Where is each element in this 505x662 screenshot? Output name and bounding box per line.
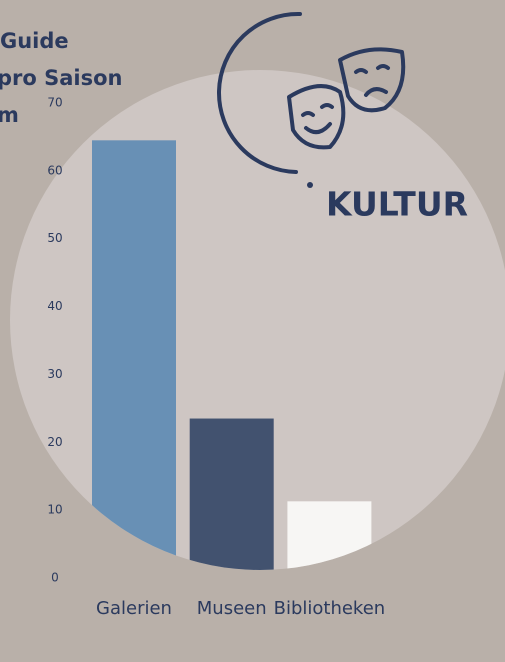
y-tick-label: 40 <box>47 299 62 313</box>
x-tick-label: Galerien <box>96 598 172 619</box>
y-tick-label: 50 <box>47 231 62 245</box>
y-tick-label: 70 <box>47 96 62 110</box>
chart-title: Guide <box>0 29 69 53</box>
bar <box>92 140 176 570</box>
badge-label: KULTUR <box>326 185 468 224</box>
y-tick-label: 20 <box>47 435 62 449</box>
chart-title: m <box>0 103 19 127</box>
bar <box>287 501 372 570</box>
bars <box>92 140 372 570</box>
theater-icon <box>217 11 406 174</box>
x-tick-label: Bibliotheken <box>274 598 386 619</box>
y-tick-label: 30 <box>47 367 62 381</box>
chart-title: pro Saison <box>0 66 123 90</box>
bar <box>189 418 274 570</box>
y-tick-label: 0 <box>51 571 59 585</box>
icon-dot <box>307 182 313 188</box>
y-tick-label: 60 <box>47 163 62 177</box>
y-tick-label: 10 <box>47 503 62 517</box>
x-tick-label: Museen <box>197 598 267 619</box>
